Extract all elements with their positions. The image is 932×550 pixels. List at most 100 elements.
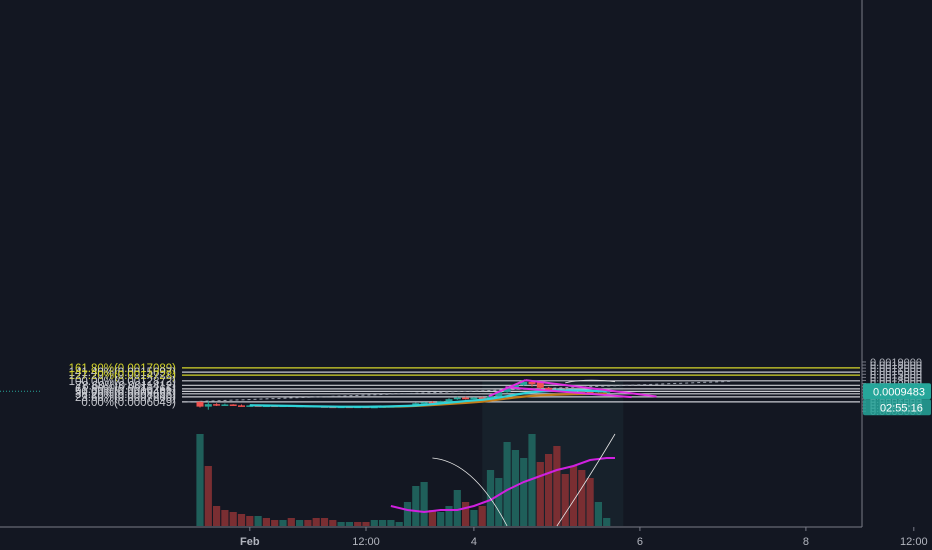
volume-bar-17 xyxy=(337,522,345,526)
volume-bar-48 xyxy=(594,502,602,526)
volume-bar-12 xyxy=(296,520,304,526)
fib-label-9: 0.00%(0.0006049) xyxy=(81,397,176,409)
volume-bar-30 xyxy=(445,506,453,526)
volume-bar-27 xyxy=(420,482,428,526)
candle-body-32 xyxy=(462,397,470,400)
time-tick-label-1: 12:00 xyxy=(352,536,380,548)
fib-label-7: 38.20%(0.0008656) xyxy=(75,389,176,401)
volume-bar-34 xyxy=(478,506,486,526)
volume-bar-28 xyxy=(428,510,436,526)
volume-bar-7 xyxy=(254,516,262,526)
volume-bar-49 xyxy=(603,518,611,526)
volume-bar-43 xyxy=(553,446,561,526)
volume-ma-line xyxy=(390,457,615,514)
time-tick-label-2: 4 xyxy=(471,536,477,548)
volume-bar-20 xyxy=(362,522,370,526)
volume-bar-37 xyxy=(503,442,511,526)
volume-bar-32 xyxy=(462,502,470,526)
oscillator-curve-2 xyxy=(556,433,616,527)
candle-body-39 xyxy=(520,381,528,386)
volume-bar-29 xyxy=(437,512,445,526)
volume-bar-24 xyxy=(395,522,403,526)
candle-body-33 xyxy=(470,397,478,400)
volume-bar-22 xyxy=(379,520,387,526)
volume-bar-9 xyxy=(271,520,279,526)
candle-body-1 xyxy=(204,404,212,407)
volume-bar-13 xyxy=(304,520,312,526)
time-tick-label-4: 8 xyxy=(803,536,809,548)
projection-zone xyxy=(482,381,624,526)
candle-body-42 xyxy=(545,387,553,390)
candle-body-40 xyxy=(528,381,536,385)
candle-body-35 xyxy=(487,396,494,399)
volume-bar-19 xyxy=(354,522,362,526)
volume-bar-41 xyxy=(536,462,544,526)
volume-bar-4 xyxy=(229,512,237,526)
current-price-value: 0.0009483 xyxy=(873,386,925,398)
candle-body-41 xyxy=(536,381,544,388)
volume-bar-11 xyxy=(287,518,295,526)
time-tick-label-3: 6 xyxy=(637,536,643,548)
volume-bar-46 xyxy=(578,470,586,526)
candle-body-37 xyxy=(503,387,511,393)
volume-bar-39 xyxy=(520,458,528,526)
countdown-tag xyxy=(863,399,931,416)
volume-bar-1 xyxy=(204,466,212,526)
candle-body-4 xyxy=(229,404,237,406)
candle-body-36 xyxy=(495,392,503,397)
price-tick-label-14: 0.0017000 xyxy=(870,363,922,375)
price-tick-label-15: 0.0018000 xyxy=(870,360,922,372)
price-tick-label-13: 0.0016000 xyxy=(870,366,922,378)
fib-label-4: 78.60%(0.0011412) xyxy=(76,380,176,392)
price-axis-panel xyxy=(862,0,932,550)
candle-body-31 xyxy=(453,397,461,400)
volume-bar-14 xyxy=(312,518,320,526)
price-tick-label-11: 0.0014000 xyxy=(870,372,922,384)
volume-bar-21 xyxy=(370,520,378,526)
time-tick-label-5: 12:00 xyxy=(900,536,928,548)
volume-bar-18 xyxy=(345,522,353,526)
volume-bar-33 xyxy=(470,510,478,526)
candle-body-3 xyxy=(221,404,229,406)
fib-label-3: 100.00%(0.0012872) xyxy=(69,376,177,388)
volume-bar-23 xyxy=(387,520,395,526)
fib-label-6: 50.00%(0.0009461) xyxy=(75,386,176,398)
current-price-tag xyxy=(863,383,931,400)
diagonal-dashed-line xyxy=(187,380,732,403)
volume-bar-0 xyxy=(196,434,204,526)
candle-body-29 xyxy=(437,401,445,403)
oscillator-curve-1 xyxy=(432,457,508,527)
candle-body-27 xyxy=(420,402,428,404)
fib-label-8: 23.60%(0.0007660) xyxy=(75,392,176,404)
candle-body-49 xyxy=(603,391,611,393)
volume-bar-26 xyxy=(412,486,420,526)
volume-bar-25 xyxy=(403,502,412,526)
candle-body-0 xyxy=(196,401,204,407)
volume-bar-2 xyxy=(213,506,221,526)
volume-bar-31 xyxy=(453,490,461,526)
price-tick-label-16: 0.0019000 xyxy=(870,357,922,369)
arc-curve-top xyxy=(565,379,616,384)
volume-bar-16 xyxy=(329,520,337,526)
candle-body-30 xyxy=(445,399,453,402)
candle-body-5 xyxy=(238,405,245,407)
volume-bar-44 xyxy=(561,474,569,526)
volume-bar-42 xyxy=(545,454,553,526)
time-tick-label-0: Feb xyxy=(240,536,260,548)
fib-label-1: 141.40%(0.0015697) xyxy=(69,367,177,379)
candle-body-38 xyxy=(511,385,519,388)
volume-bar-6 xyxy=(246,516,254,526)
candle-body-46 xyxy=(578,390,586,393)
volume-bar-10 xyxy=(279,520,287,526)
fib-label-0: 161.80%(0.0017089) xyxy=(69,363,177,375)
volume-bar-3 xyxy=(221,510,229,526)
volume-bar-36 xyxy=(495,478,503,526)
candle-body-34 xyxy=(478,397,486,400)
candle-body-2 xyxy=(213,404,221,406)
volume-bar-8 xyxy=(262,518,270,526)
volume-bar-38 xyxy=(511,450,519,526)
candle-body-47 xyxy=(586,391,594,394)
